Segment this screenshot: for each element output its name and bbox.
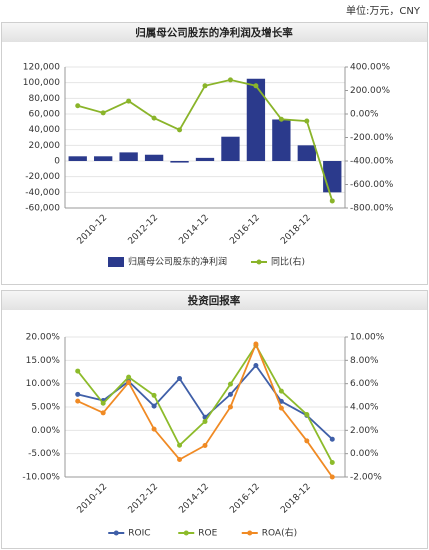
panel	[1, 22, 428, 285]
legend-label: 同比(右)	[271, 256, 305, 268]
legend-swatch	[108, 257, 124, 267]
bar	[119, 152, 138, 161]
point	[329, 474, 335, 480]
bar	[272, 119, 291, 161]
y-tick-label: 10.00%	[26, 379, 61, 389]
bar	[144, 154, 164, 161]
point	[177, 442, 183, 448]
bar	[170, 161, 189, 163]
point	[278, 116, 284, 122]
point	[151, 392, 157, 398]
point	[329, 460, 335, 466]
point	[329, 198, 335, 204]
point	[75, 391, 81, 397]
point	[227, 404, 233, 410]
point	[253, 362, 259, 368]
chart-title: 归属母公司股东的净利润及增长率	[135, 26, 293, 39]
point	[227, 381, 233, 387]
y-tick-label: 5.00%	[31, 403, 60, 413]
y2-tick-label: 6.00%	[350, 379, 379, 389]
bar	[246, 78, 266, 161]
unit-label: 单位:万元，CNY	[346, 4, 421, 17]
y-tick-label: -10.00%	[22, 473, 60, 483]
point	[75, 368, 81, 374]
legend-label: ROIC	[128, 529, 150, 539]
point	[75, 398, 81, 404]
y-tick-label: -20,000	[25, 172, 60, 182]
point	[177, 127, 183, 133]
point	[202, 83, 208, 89]
point	[126, 380, 132, 385]
legend-swatch	[247, 530, 253, 536]
point	[329, 436, 335, 442]
point	[253, 341, 259, 347]
y2-tick-label: 8.00%	[350, 356, 379, 366]
y2-tick-label: 4.00%	[350, 403, 379, 413]
y2-tick-label: -600.00%	[350, 180, 394, 190]
point	[177, 457, 183, 462]
point	[126, 374, 132, 380]
point	[100, 410, 106, 416]
y-tick-label: 0	[54, 157, 60, 167]
point	[75, 103, 81, 109]
bar	[68, 156, 87, 161]
point	[151, 115, 157, 121]
y-tick-label: 20.00%	[26, 333, 61, 343]
point	[227, 391, 233, 397]
y-tick-label: -60,000	[25, 204, 60, 214]
point	[151, 426, 157, 432]
y-tick-label: 15.00%	[26, 356, 61, 366]
y-tick-label: -40,000	[25, 188, 60, 198]
y-tick-label: 120,000	[23, 63, 60, 73]
point	[126, 98, 132, 104]
panel-header	[2, 291, 427, 310]
point	[227, 77, 233, 83]
bar	[195, 157, 215, 161]
y2-tick-label: 0.00%	[350, 449, 379, 459]
point	[304, 438, 310, 444]
legend-swatch	[183, 530, 189, 536]
bar	[94, 156, 113, 161]
y-tick-label: 80,000	[29, 94, 61, 104]
legend-label: ROE	[198, 529, 217, 539]
y-tick-label: -5.00%	[28, 449, 60, 459]
y-tick-label: 40,000	[29, 125, 61, 135]
y-tick-label: 100,000	[23, 78, 60, 88]
point	[177, 376, 183, 382]
bar	[323, 161, 342, 193]
point	[100, 400, 106, 406]
legend-label: ROA(右)	[262, 527, 297, 539]
point	[278, 405, 284, 411]
legend-label: 归属母公司股东的净利润	[128, 256, 227, 268]
point	[100, 110, 106, 116]
point	[304, 118, 310, 124]
bar	[221, 136, 240, 161]
point	[202, 418, 208, 424]
y2-tick-label: 200.00%	[350, 86, 390, 96]
legend-swatch	[113, 530, 119, 536]
panel-header	[2, 23, 427, 42]
y2-tick-label: -200.00%	[350, 133, 394, 143]
point	[151, 403, 157, 409]
point	[278, 388, 284, 394]
y2-tick-label: 10.00%	[350, 333, 385, 343]
y-tick-label: 60,000	[29, 110, 61, 120]
y2-tick-label: -800.00%	[350, 204, 394, 214]
legend-swatch	[256, 259, 262, 265]
panel	[1, 290, 428, 549]
y2-tick-label: 0.00%	[350, 110, 379, 120]
y2-tick-label: 400.00%	[350, 63, 390, 73]
point	[304, 411, 310, 417]
y2-tick-label: -400.00%	[350, 157, 394, 167]
y-tick-label: 20,000	[29, 141, 61, 151]
bar	[297, 145, 316, 161]
point	[253, 83, 259, 89]
y-tick-label: 0.00%	[31, 426, 60, 436]
y2-tick-label: 2.00%	[350, 426, 379, 436]
y2-tick-label: -2.00%	[350, 473, 382, 483]
chart-title: 投资回报率	[188, 294, 241, 307]
point	[202, 443, 208, 448]
